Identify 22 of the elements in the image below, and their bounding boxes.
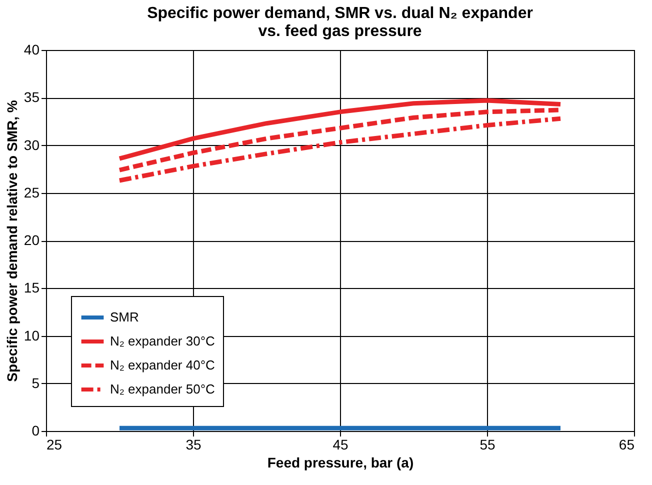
chart-title: Specific power demand, SMR vs. dual N₂ expander vs. feed gas pressure [147, 5, 533, 40]
x-tick-label: 45 [332, 436, 348, 452]
legend-label: N₂ expander 30°C [110, 334, 215, 348]
x-tick-label: 65 [618, 436, 635, 452]
y-tick-label: 25 [24, 184, 40, 200]
x-tick-label: 55 [480, 436, 496, 452]
x-axis-title: Feed pressure, bar (a) [267, 454, 414, 470]
y-tick-label: 15 [24, 280, 40, 296]
x-tick-label: 25 [46, 436, 62, 452]
legend-label: N₂ expander 40°C [110, 358, 215, 372]
y-tick-label: 5 [32, 374, 40, 391]
legend-label: SMR [110, 310, 139, 324]
y-axis-title: Specific power demand relative to SMR, % [4, 100, 20, 382]
x-tick-label: 35 [186, 436, 202, 452]
y-tick-label: 40 [24, 42, 40, 58]
y-tick-label: 0 [32, 422, 40, 438]
legend-label: N₂ expander 50°C [110, 382, 215, 396]
y-tick-label: 10 [24, 327, 40, 344]
y-tick-label: 20 [24, 232, 40, 248]
y-tick-label: 30 [24, 136, 40, 153]
line-series [117, 116, 563, 183]
y-tick-label: 35 [24, 89, 40, 106]
